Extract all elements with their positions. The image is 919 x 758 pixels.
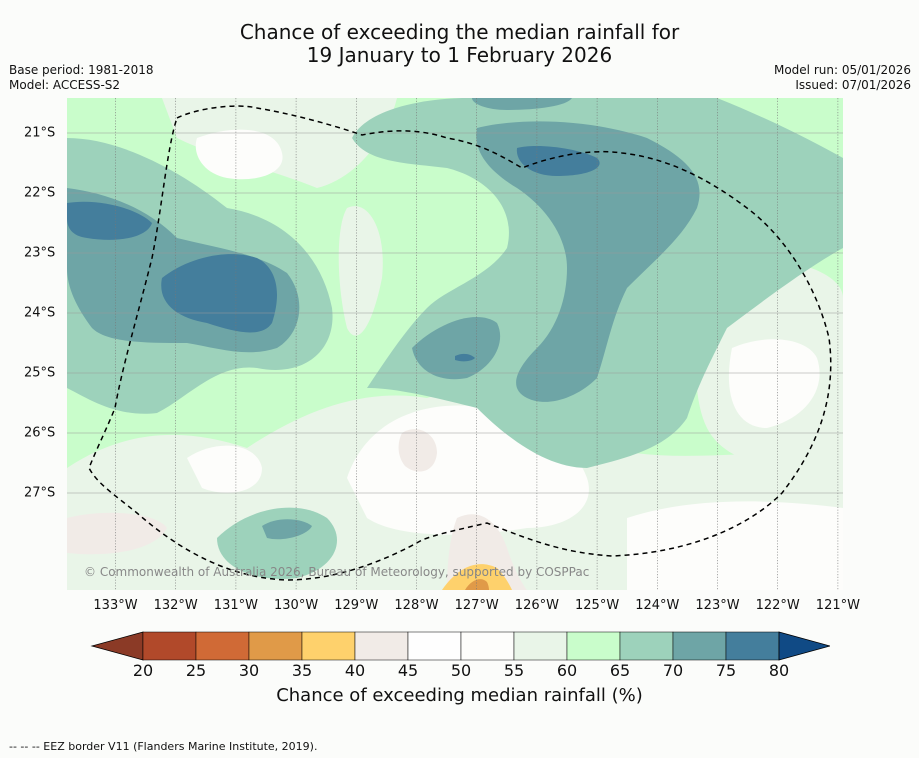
colorbar-cell-11 [725,631,780,661]
title-line-2: 19 January to 1 February 2026 [306,43,613,67]
colorbar-tick-7: 55 [503,661,525,680]
colorbar-tick-3: 35 [291,661,313,680]
colorbar-tick-1: 25 [185,661,207,680]
y-tick-1: 22°S [24,185,56,201]
region-75-80-west [67,201,152,240]
colorbar-cell-3 [301,631,356,661]
colorbar-tick-6: 50 [450,661,472,680]
y-tick-4: 25°S [24,365,56,381]
x-tick-8: 125°W [575,598,620,613]
copyright-notice: © Commonwealth of Australia 2026, Bureau… [84,565,590,579]
region-70-75-south [262,519,312,540]
colorbar [90,631,830,661]
model-run: Model run: 05/01/2026 [773,63,911,77]
colorbar-tick-11: 75 [715,661,737,680]
colorbar-tick-2: 30 [238,661,260,680]
graticule-lat [67,132,843,494]
eez-footnote: -- -- -- EEZ border V11 (Flanders Marine… [9,740,318,753]
x-tick-12: 121°W [815,598,860,613]
eez-border [88,105,832,581]
colorbar-cell-8 [566,631,621,661]
x-tick-3: 130°W [274,598,319,613]
region-45-55-sw [187,445,262,493]
colorbar-cell-6 [460,631,515,661]
y-tick-5: 26°S [24,425,56,441]
region-70-75-mid [412,317,501,380]
issued-date: Issued: 07/01/2026 [795,78,911,92]
region-30-35 [465,579,489,590]
x-tick-6: 127°W [454,598,499,613]
region-40-45-a [398,429,437,472]
colorbar-cell-10 [672,631,727,661]
colorbar-tick-10: 70 [662,661,684,680]
model-name: Model: ACCESS-S2 [9,78,121,92]
rainfall-map [67,98,843,590]
region-45-55-north [195,129,283,180]
title-line-1: Chance of exceeding the median rainfall … [239,20,680,44]
region-70-75-center [476,121,700,402]
colorbar-tick-9: 65 [609,661,631,680]
x-tick-7: 126°W [514,598,559,613]
x-tick-5: 128°W [394,598,439,613]
x-tick-4: 129°W [334,598,379,613]
colorbar-tick-0: 20 [132,661,154,680]
x-tick-0: 133°W [93,598,138,613]
x-tick-1: 132°W [153,598,198,613]
graticule [115,98,839,590]
colorbar-tick-5: 45 [397,661,419,680]
colorbar-cell-0 [142,631,197,661]
region-40-45-b [67,512,167,555]
region-45-55-southeast [627,501,843,590]
region-75-80-dot [455,353,475,362]
colorbar-tick-12: 80 [768,661,790,680]
colorbar-tick-8: 60 [556,661,578,680]
x-tick-11: 122°W [755,598,800,613]
region-55-60-midwest [338,206,383,336]
x-tick-10: 123°W [695,598,740,613]
colorbar-cell-2 [248,631,303,661]
colorbar-cell-9 [619,631,674,661]
x-tick-9: 124°W [635,598,680,613]
y-tick-6: 27°S [24,485,56,501]
colorbar-cell-7 [513,631,568,661]
base-period: Base period: 1981-2018 [9,63,154,77]
colorbar-cell-1 [195,631,250,661]
y-tick-3: 24°S [24,305,56,321]
colorbar-label: Chance of exceeding median rainfall (%) [276,685,643,706]
colorbar-tick-4: 40 [344,661,366,680]
y-tick-2: 23°S [24,245,56,261]
y-tick-0: 21°S [24,125,56,141]
colorbar-extend-high [778,631,830,661]
colorbar-extend-low [90,631,144,661]
region-55-60-north [162,98,397,188]
region-70-75-top [472,98,572,110]
region-45-55-east [728,339,820,428]
colorbar-cell-4 [354,631,409,661]
colorbar-cell-5 [407,631,462,661]
x-tick-2: 131°W [213,598,258,613]
